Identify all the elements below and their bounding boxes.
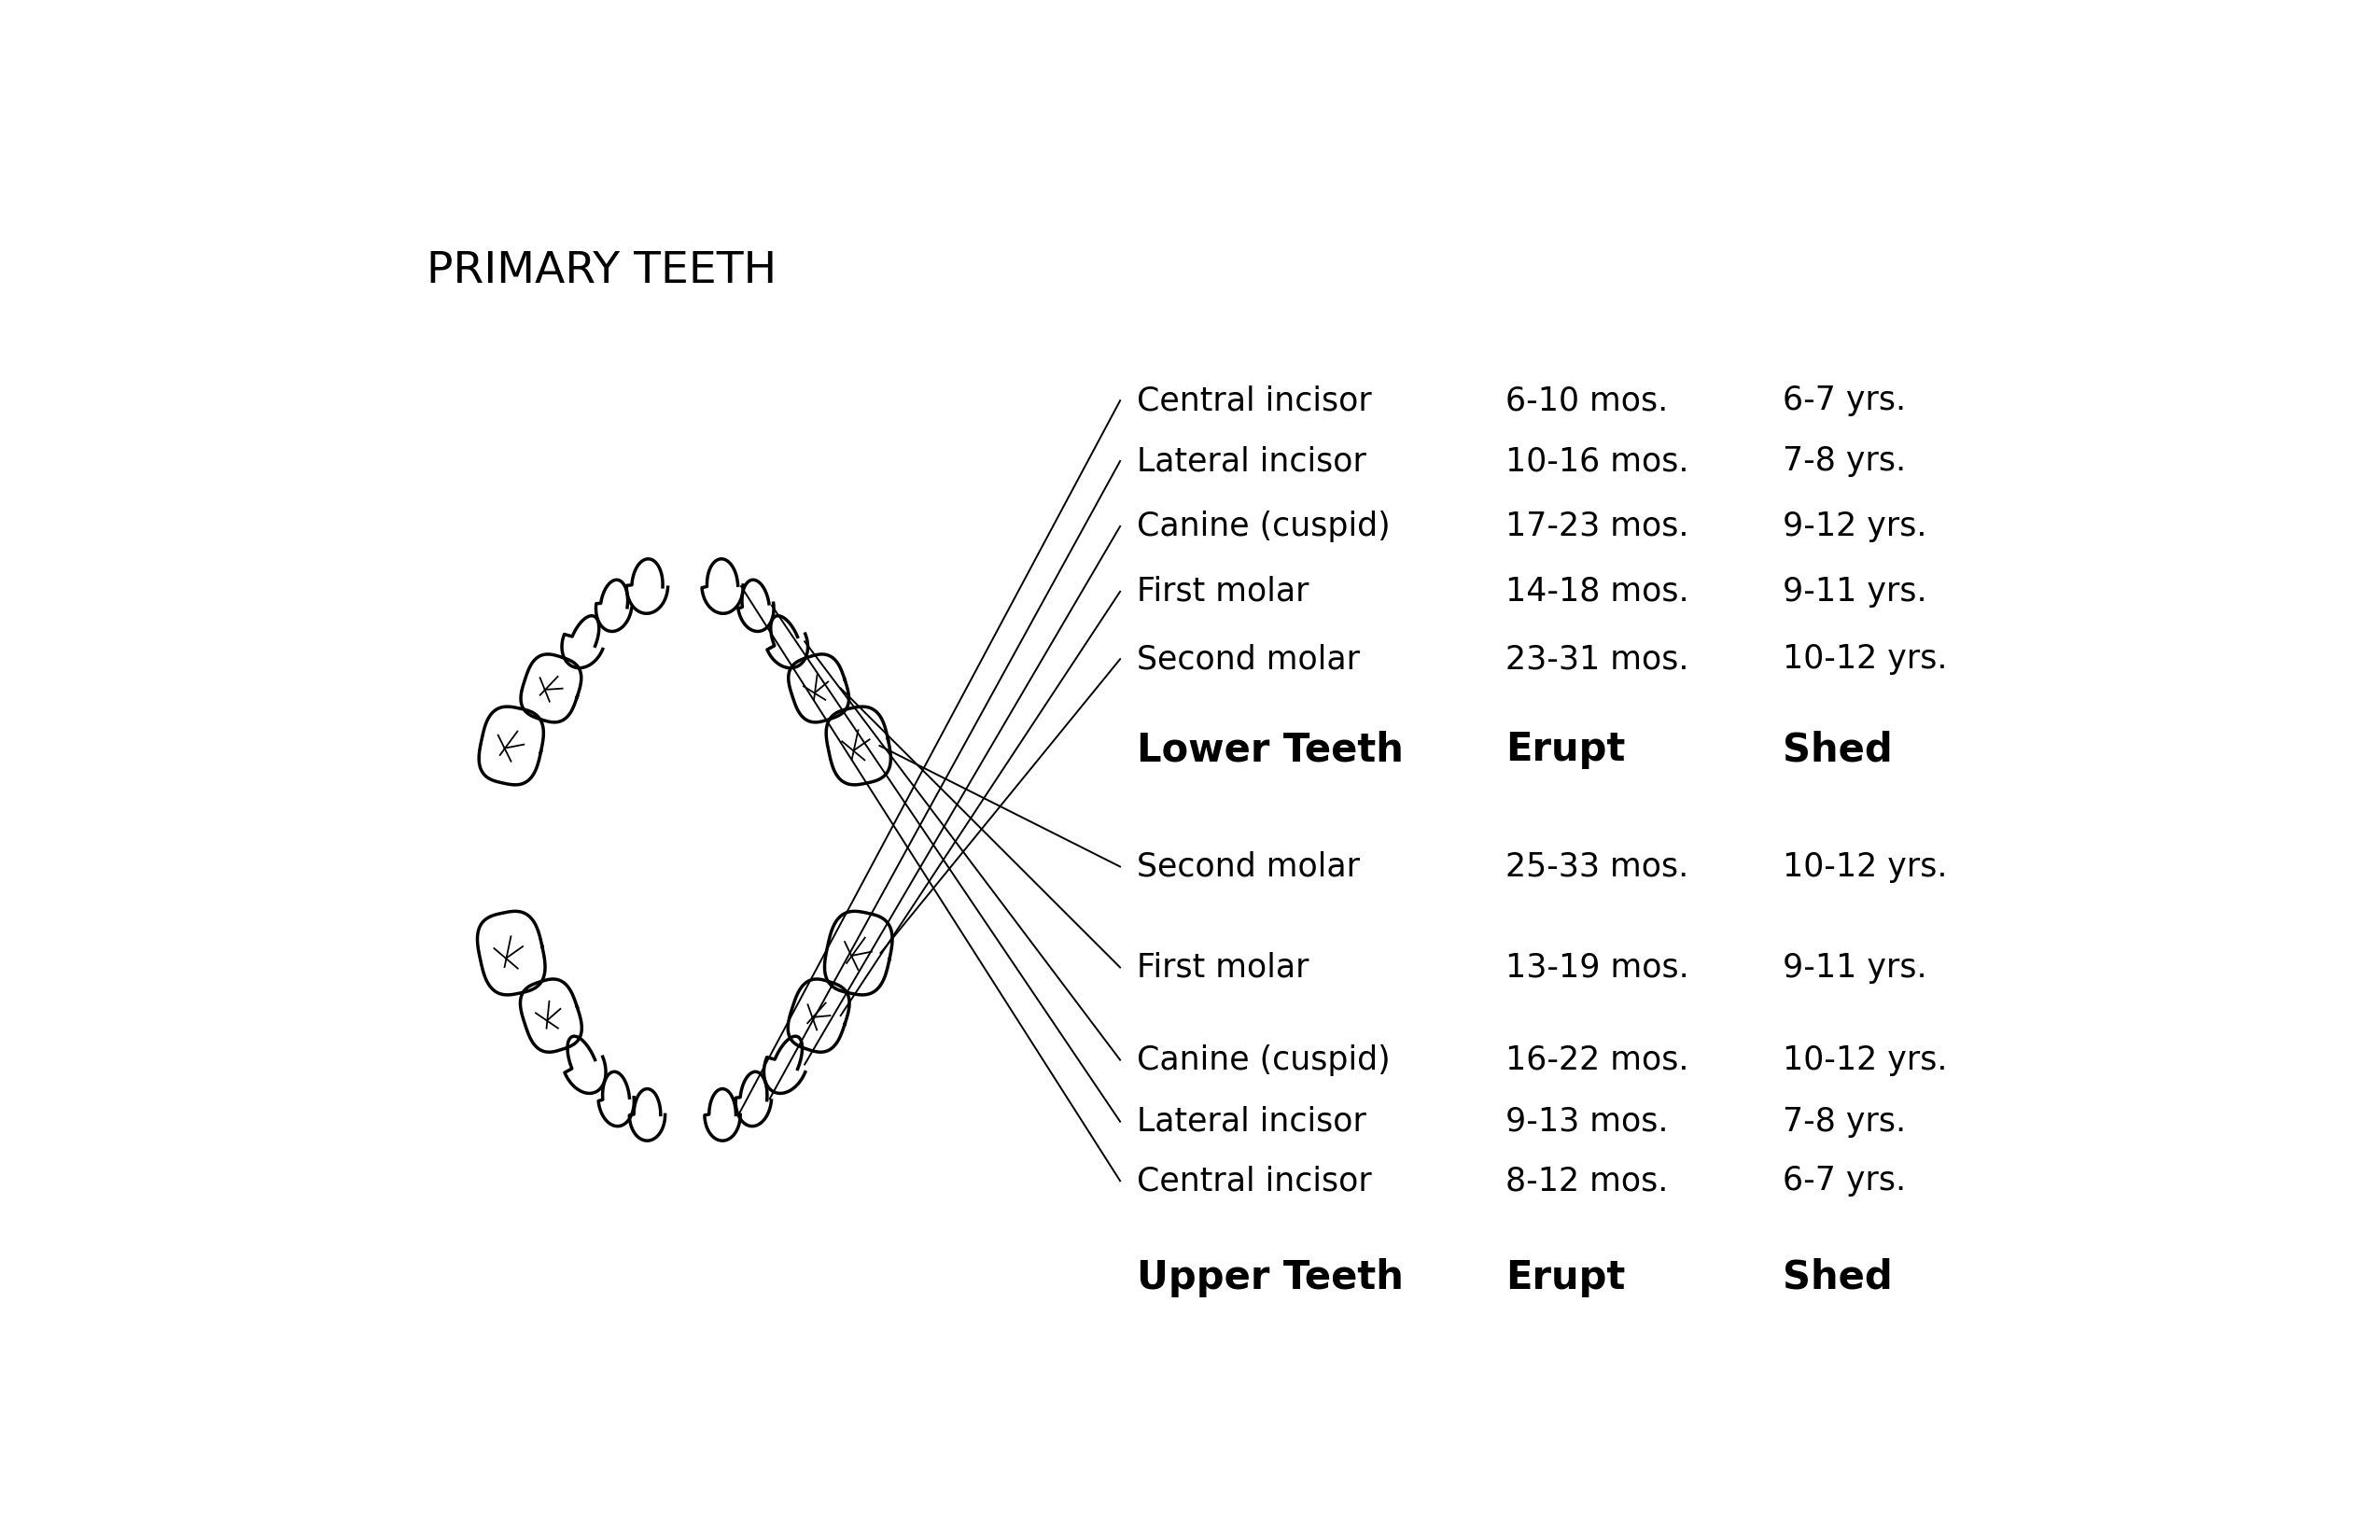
- Text: Lateral incisor: Lateral incisor: [1138, 445, 1366, 477]
- Text: 9-12 yrs.: 9-12 yrs.: [1783, 510, 1925, 542]
- Text: Erupt: Erupt: [1507, 730, 1626, 770]
- Text: 14-18 mos.: 14-18 mos.: [1507, 576, 1690, 607]
- Polygon shape: [738, 581, 774, 631]
- Polygon shape: [521, 654, 581, 722]
- Text: 9-11 yrs.: 9-11 yrs.: [1783, 576, 1928, 607]
- Text: Canine (cuspid): Canine (cuspid): [1138, 510, 1390, 542]
- Text: 13-19 mos.: 13-19 mos.: [1507, 952, 1690, 984]
- Text: 6-7 yrs.: 6-7 yrs.: [1783, 385, 1906, 416]
- Polygon shape: [478, 707, 543, 785]
- Text: 9-11 yrs.: 9-11 yrs.: [1783, 952, 1928, 984]
- Text: 7-8 yrs.: 7-8 yrs.: [1783, 445, 1906, 477]
- Text: 9-13 mos.: 9-13 mos.: [1507, 1106, 1668, 1138]
- Text: 7-8 yrs.: 7-8 yrs.: [1783, 1106, 1906, 1138]
- Polygon shape: [735, 1072, 771, 1126]
- Text: Lateral incisor: Lateral incisor: [1138, 1106, 1366, 1138]
- Text: 16-22 mos.: 16-22 mos.: [1507, 1044, 1690, 1076]
- Polygon shape: [704, 1089, 740, 1141]
- Text: Central incisor: Central incisor: [1138, 1164, 1371, 1197]
- Polygon shape: [562, 616, 602, 668]
- Polygon shape: [788, 654, 850, 722]
- Text: Second molar: Second molar: [1138, 644, 1359, 675]
- Text: 23-31 mos.: 23-31 mos.: [1507, 644, 1690, 675]
- Polygon shape: [597, 1072, 633, 1126]
- Polygon shape: [595, 581, 631, 631]
- Polygon shape: [564, 1036, 607, 1093]
- Polygon shape: [788, 979, 850, 1052]
- Text: 10-12 yrs.: 10-12 yrs.: [1783, 1044, 1947, 1076]
- Polygon shape: [478, 912, 545, 995]
- Text: Erupt: Erupt: [1507, 1258, 1626, 1297]
- Text: Central incisor: Central incisor: [1138, 385, 1371, 416]
- Text: 10-16 mos.: 10-16 mos.: [1507, 445, 1690, 477]
- Text: Second molar: Second molar: [1138, 850, 1359, 882]
- Polygon shape: [702, 559, 743, 613]
- Text: 17-23 mos.: 17-23 mos.: [1507, 510, 1690, 542]
- Text: 10-12 yrs.: 10-12 yrs.: [1783, 850, 1947, 882]
- Text: PRIMARY TEETH: PRIMARY TEETH: [426, 249, 776, 293]
- Text: First molar: First molar: [1138, 952, 1309, 984]
- Text: 8-12 mos.: 8-12 mos.: [1507, 1164, 1668, 1197]
- Polygon shape: [626, 559, 669, 613]
- Text: Lower Teeth: Lower Teeth: [1138, 730, 1404, 770]
- Text: Shed: Shed: [1783, 1258, 1892, 1297]
- Polygon shape: [766, 616, 807, 668]
- Text: 6-7 yrs.: 6-7 yrs.: [1783, 1164, 1906, 1197]
- Polygon shape: [764, 1036, 804, 1093]
- Polygon shape: [826, 707, 890, 785]
- Text: 25-33 mos.: 25-33 mos.: [1507, 850, 1690, 882]
- Polygon shape: [823, 912, 892, 995]
- Polygon shape: [521, 979, 581, 1052]
- Text: 10-12 yrs.: 10-12 yrs.: [1783, 644, 1947, 675]
- Text: Canine (cuspid): Canine (cuspid): [1138, 1044, 1390, 1076]
- Polygon shape: [628, 1089, 664, 1141]
- Text: First molar: First molar: [1138, 576, 1309, 607]
- Text: Upper Teeth: Upper Teeth: [1138, 1258, 1404, 1297]
- Text: 6-10 mos.: 6-10 mos.: [1507, 385, 1668, 416]
- Text: Shed: Shed: [1783, 730, 1892, 770]
